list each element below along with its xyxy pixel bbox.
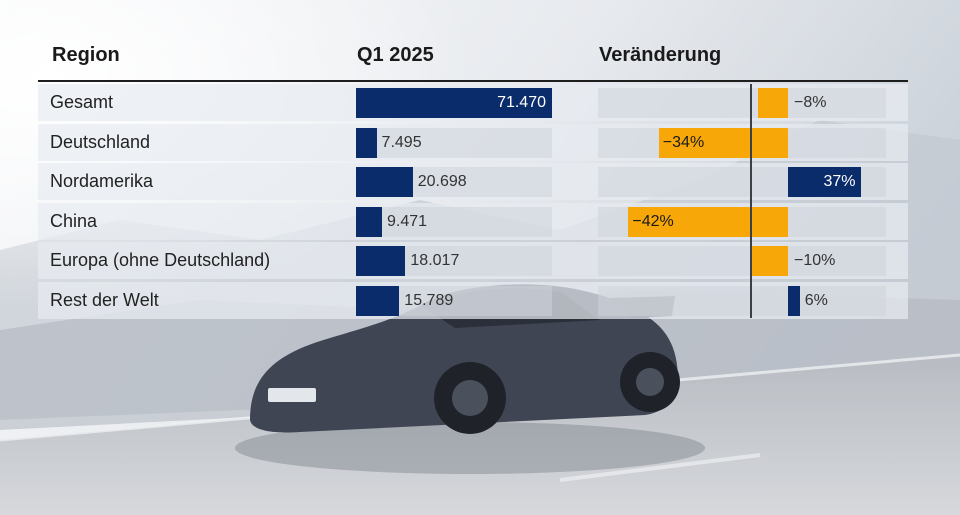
region-label: China	[50, 210, 98, 231]
header-region: Region	[52, 44, 120, 66]
change-bar	[628, 206, 788, 237]
change-value-label: 37%	[823, 173, 856, 191]
table-row: Nordamerika 20.698 37%	[38, 163, 908, 201]
region-label: Europa (ohne Deutschland)	[50, 250, 271, 271]
region-label: Deutschland	[50, 131, 151, 152]
header-change: Veränderung	[599, 44, 722, 66]
q1-bar	[356, 167, 413, 198]
q1-bar-track: 7.495	[356, 127, 552, 158]
table-row: Rest der Welt 15.789 6%	[38, 282, 908, 319]
q1-bar	[356, 127, 377, 158]
change-value-label: 6%	[804, 292, 828, 309]
change-value-label: −10%	[794, 252, 836, 270]
change-bar-track: −42%	[598, 206, 886, 237]
q1-value-label: 20.698	[417, 173, 467, 191]
header-q1-2025: Q1 2025	[357, 44, 434, 66]
q1-bar-track: 18.017	[356, 246, 552, 277]
table-row: Gesamt 71.470 −8%	[38, 84, 908, 121]
q1-bar	[356, 286, 400, 316]
q1-bar	[356, 206, 382, 237]
zero-line	[750, 84, 752, 318]
q1-value-label: 71.470	[497, 94, 546, 111]
change-bar	[750, 246, 788, 277]
change-bar	[788, 286, 800, 316]
change-bar-track: 37%	[598, 167, 886, 198]
q1-bar	[356, 246, 406, 277]
change-value-label: −42%	[632, 212, 674, 230]
change-bar	[658, 127, 788, 158]
change-bar-track: −34%	[598, 127, 886, 158]
q1-bar-track: 71.470	[356, 88, 552, 118]
region-label: Nordamerika	[50, 171, 154, 192]
region-label: Rest der Welt	[50, 290, 159, 310]
q1-bar-track: 9.471	[356, 206, 552, 237]
change-bar-track: −8%	[598, 88, 886, 118]
change-value-label: −8%	[794, 94, 827, 111]
q1-value-label: 9.471	[386, 212, 428, 230]
change-bar-track: 6%	[598, 286, 886, 316]
table-row: Europa (ohne Deutschland) 18.017 −10%	[38, 242, 908, 280]
q1-value-label: 7.495	[381, 133, 422, 151]
q1-value-label: 18.017	[410, 252, 460, 270]
change-bar	[788, 167, 861, 198]
table-row: Deutschland 7.495 −34%	[38, 123, 908, 161]
header-rule	[38, 80, 908, 82]
q1-bar-track: 20.698	[356, 167, 552, 198]
q1-bar-track: 15.789	[356, 286, 552, 316]
car-silhouette	[235, 284, 705, 474]
change-value-label: −34%	[662, 133, 705, 151]
region-label: Gesamt	[50, 92, 114, 112]
q1-bar	[356, 88, 552, 118]
change-bar	[757, 88, 788, 118]
table-row: China 9.471 −42%	[38, 202, 908, 240]
q1-value-label: 15.789	[404, 292, 454, 309]
change-bar-track: −10%	[598, 246, 886, 277]
